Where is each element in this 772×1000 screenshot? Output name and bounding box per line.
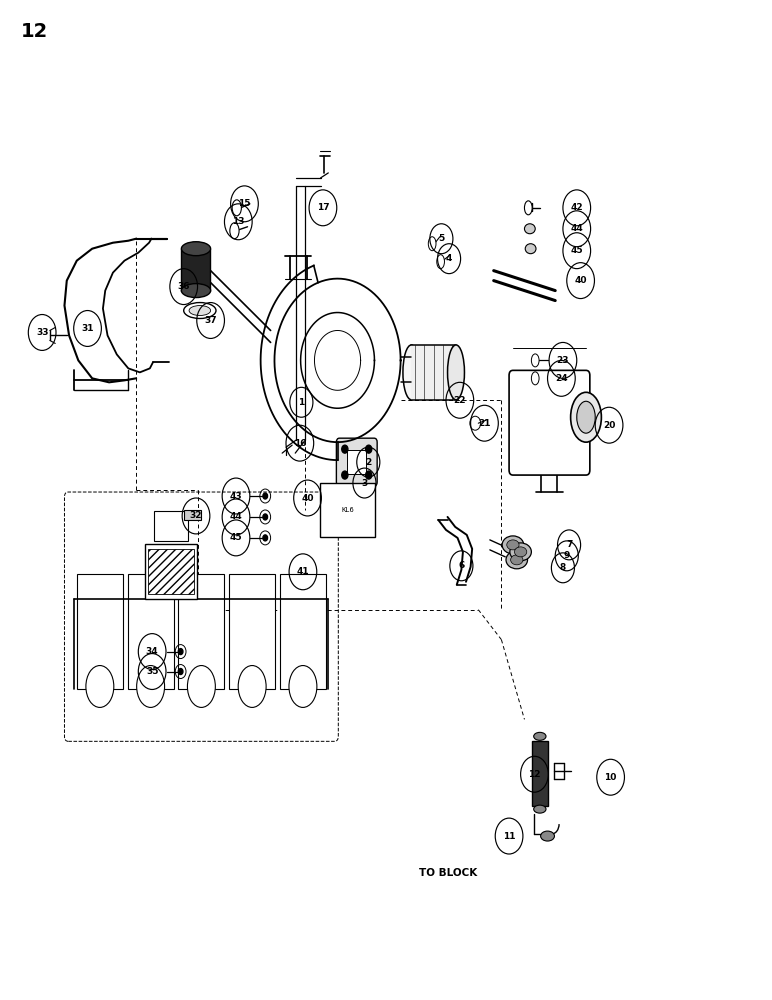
Ellipse shape <box>448 345 465 400</box>
FancyBboxPatch shape <box>337 438 378 486</box>
Bar <box>154 511 188 541</box>
Ellipse shape <box>239 666 266 707</box>
Ellipse shape <box>289 666 317 707</box>
Text: KL6: KL6 <box>341 507 354 513</box>
Text: 35: 35 <box>146 667 158 676</box>
Text: 2: 2 <box>365 458 371 467</box>
Circle shape <box>178 649 183 655</box>
Text: 6: 6 <box>459 561 465 570</box>
Text: 43: 43 <box>230 492 242 501</box>
Ellipse shape <box>403 345 420 400</box>
Text: 40: 40 <box>301 494 313 503</box>
Text: 20: 20 <box>603 421 615 430</box>
Text: 24: 24 <box>555 374 567 383</box>
Ellipse shape <box>531 372 539 385</box>
Ellipse shape <box>510 555 523 565</box>
Ellipse shape <box>531 354 539 367</box>
Ellipse shape <box>137 666 164 707</box>
Ellipse shape <box>577 401 595 433</box>
Ellipse shape <box>540 831 554 841</box>
Ellipse shape <box>506 540 519 550</box>
Text: 16: 16 <box>293 439 306 448</box>
Text: 44: 44 <box>571 224 583 233</box>
Text: 44: 44 <box>229 512 242 521</box>
Ellipse shape <box>506 551 527 569</box>
Ellipse shape <box>524 224 535 234</box>
Bar <box>279 574 326 689</box>
Ellipse shape <box>533 805 546 813</box>
Text: 7: 7 <box>566 540 572 549</box>
Text: 45: 45 <box>230 533 242 542</box>
Ellipse shape <box>181 284 211 298</box>
Text: 12: 12 <box>528 770 540 779</box>
Text: 4: 4 <box>446 254 452 263</box>
Text: 37: 37 <box>205 316 217 325</box>
Ellipse shape <box>181 242 211 256</box>
Bar <box>185 510 201 520</box>
Text: 17: 17 <box>317 203 329 212</box>
Circle shape <box>263 535 268 541</box>
Bar <box>320 483 375 537</box>
Circle shape <box>263 493 268 499</box>
Bar <box>76 574 123 689</box>
Bar <box>532 741 547 806</box>
Ellipse shape <box>428 237 436 251</box>
Text: 15: 15 <box>239 199 251 208</box>
Text: 21: 21 <box>478 419 491 428</box>
FancyBboxPatch shape <box>145 544 197 599</box>
Ellipse shape <box>502 536 523 554</box>
Text: 8: 8 <box>560 563 566 572</box>
Ellipse shape <box>524 201 532 215</box>
Ellipse shape <box>188 666 215 707</box>
Bar <box>148 549 194 594</box>
Bar <box>411 345 456 400</box>
Circle shape <box>366 471 372 479</box>
Bar <box>127 574 174 689</box>
Text: 40: 40 <box>574 276 587 285</box>
FancyBboxPatch shape <box>509 370 590 475</box>
Text: 23: 23 <box>557 356 569 365</box>
Ellipse shape <box>571 392 601 442</box>
Text: 1: 1 <box>298 398 304 407</box>
Circle shape <box>342 445 348 453</box>
Text: 11: 11 <box>503 832 516 841</box>
Text: 45: 45 <box>571 246 583 255</box>
Ellipse shape <box>525 244 536 254</box>
Ellipse shape <box>230 223 239 239</box>
Ellipse shape <box>510 543 531 561</box>
Circle shape <box>178 669 183 675</box>
Text: 34: 34 <box>146 647 158 656</box>
Text: 5: 5 <box>438 234 445 243</box>
Ellipse shape <box>189 306 211 316</box>
Bar <box>181 249 210 291</box>
Text: 31: 31 <box>81 324 93 333</box>
Ellipse shape <box>437 255 445 269</box>
Ellipse shape <box>533 732 546 740</box>
Ellipse shape <box>184 303 216 319</box>
Bar <box>178 574 225 689</box>
Ellipse shape <box>232 200 242 216</box>
Text: TO BLOCK: TO BLOCK <box>418 868 477 878</box>
Circle shape <box>342 471 348 479</box>
Text: 41: 41 <box>296 567 310 576</box>
Circle shape <box>366 445 372 453</box>
Ellipse shape <box>86 666 113 707</box>
Text: 9: 9 <box>564 551 570 560</box>
Bar <box>347 450 367 474</box>
Text: 10: 10 <box>604 773 617 782</box>
Text: 36: 36 <box>178 282 190 291</box>
Text: 3: 3 <box>361 479 367 488</box>
Circle shape <box>263 514 268 520</box>
Text: 12: 12 <box>21 22 48 41</box>
Ellipse shape <box>514 547 527 557</box>
Text: 42: 42 <box>571 203 583 212</box>
Text: 22: 22 <box>454 396 466 405</box>
Text: 33: 33 <box>36 328 49 337</box>
Bar <box>229 574 276 689</box>
Text: 13: 13 <box>232 217 245 226</box>
Text: 32: 32 <box>190 511 202 520</box>
